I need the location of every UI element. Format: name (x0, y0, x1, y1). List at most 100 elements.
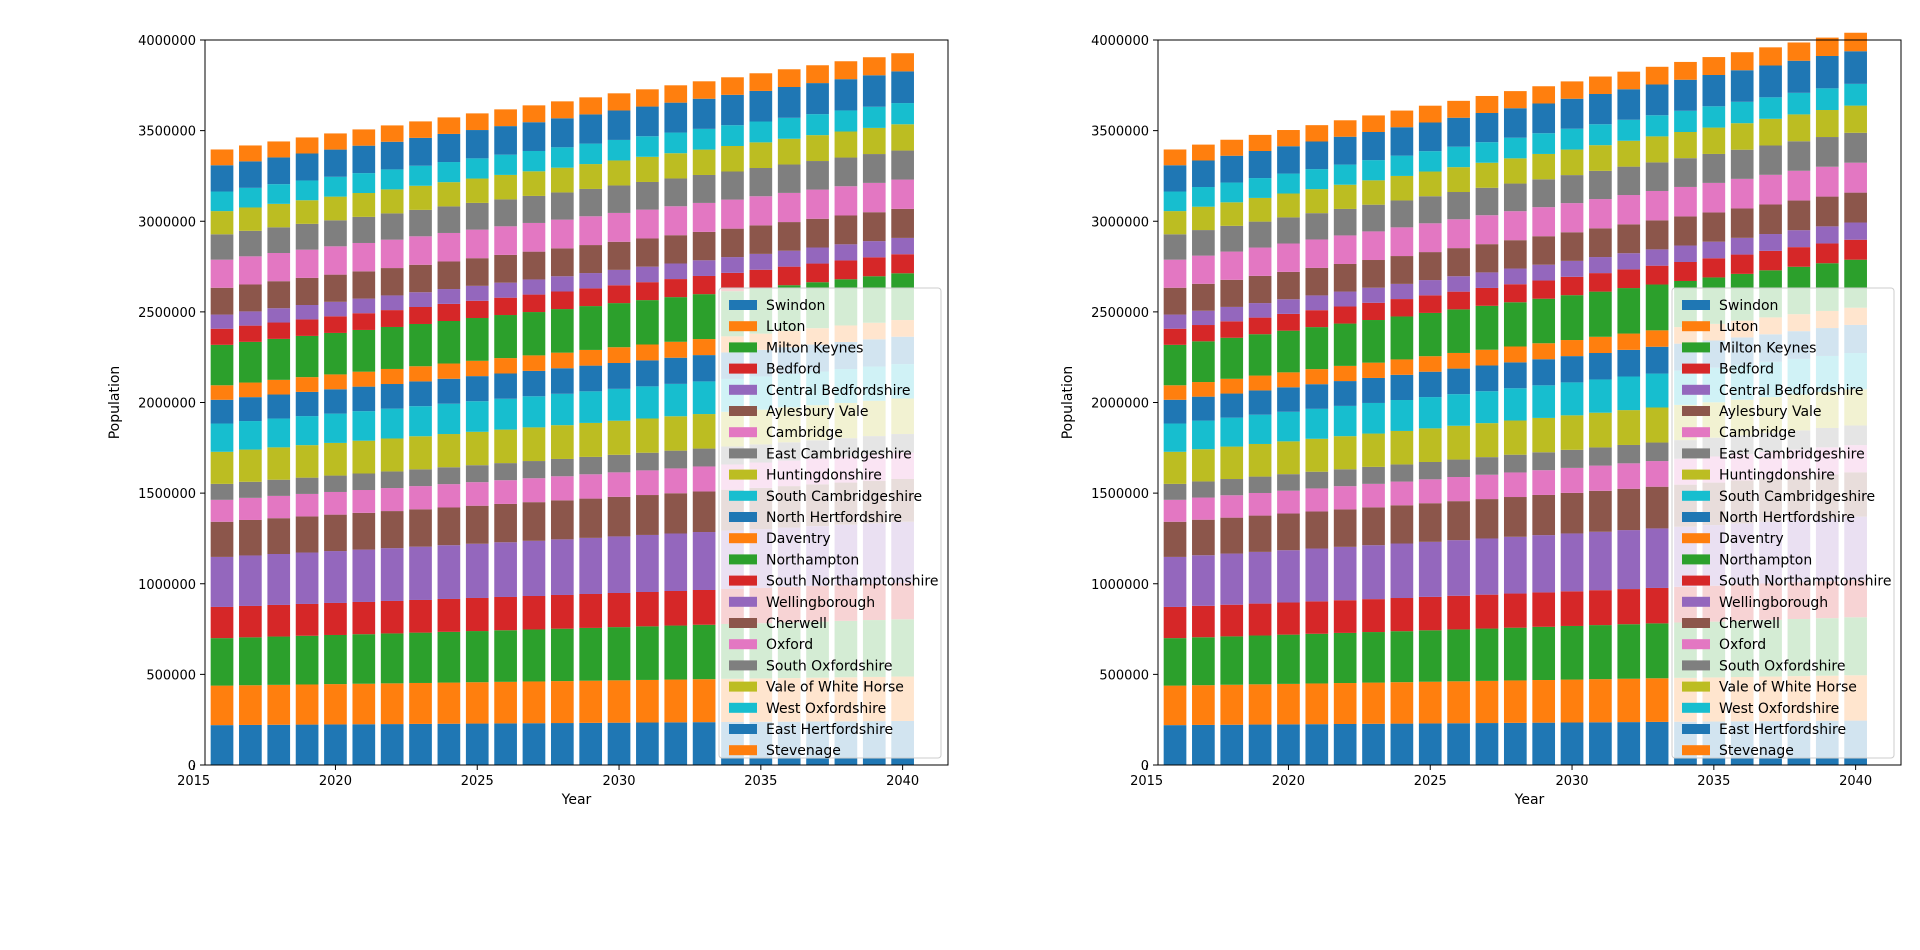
bar-segment (1220, 417, 1244, 447)
bar-segment (1617, 678, 1641, 723)
bar-segment (550, 101, 574, 119)
bar-segment (1532, 103, 1556, 134)
bar-segment (550, 458, 574, 477)
bar-segment (494, 630, 517, 682)
bar-segment (1844, 222, 1867, 240)
bar-segment (1333, 546, 1357, 601)
bar-segment (409, 486, 432, 510)
bar-segment (1390, 359, 1414, 375)
bar-segment (267, 281, 291, 309)
bar-segment (1503, 593, 1527, 628)
bar-segment (437, 434, 461, 468)
bar-segment (1220, 378, 1244, 394)
y-tick-label: 4000000 (1091, 34, 1149, 49)
bar-segment (1390, 155, 1414, 176)
bar-segment (1192, 206, 1215, 231)
bar-segment (380, 310, 404, 327)
bar-segment (522, 105, 546, 123)
legend-swatch (729, 469, 757, 480)
bar-segment (749, 121, 773, 143)
bar-segment (1390, 481, 1414, 506)
bar-segment (806, 247, 829, 264)
bar-segment (636, 626, 659, 680)
bar-segment (1759, 47, 1782, 66)
bar-segment (862, 257, 886, 277)
legend-box (718, 287, 942, 759)
x-tick-label: 2035 (744, 774, 777, 789)
bar-segment (352, 193, 376, 217)
legend-swatch (1682, 427, 1710, 438)
bar-segment (409, 599, 432, 633)
bar-segment (1305, 633, 1329, 684)
bar-segment (409, 381, 432, 407)
bar-segment (692, 624, 716, 680)
bar-segment (692, 339, 716, 356)
y-tick-label: 500000 (146, 668, 196, 683)
bar-segment (1163, 483, 1187, 500)
legend-label: Central Bedfordshire (1719, 383, 1864, 399)
bar-segment (437, 117, 461, 134)
x-tick-label: 2035 (1697, 774, 1730, 789)
bar-segment (1475, 244, 1499, 273)
series-south-northamptonshire (1163, 239, 1867, 345)
bar-segment (834, 186, 858, 216)
bar-segment (550, 352, 574, 369)
bar-segment (607, 212, 631, 242)
bar-segment (352, 724, 376, 765)
bar-segment (664, 341, 688, 358)
legend-swatch (1682, 384, 1710, 395)
bar-segment (749, 142, 773, 169)
bar-segment (1277, 299, 1300, 314)
legend-swatch (729, 660, 757, 671)
bar-segment (692, 81, 716, 99)
bar-segment (1617, 589, 1641, 625)
bar-segment (324, 176, 347, 197)
bar-segment (1305, 488, 1329, 512)
bar-segment (1248, 134, 1272, 151)
bar-segment (352, 298, 376, 314)
bar-segment (834, 79, 858, 111)
bar-segment (636, 679, 659, 723)
legend-label: East Cambridgeshire (1719, 446, 1865, 462)
bar-segment (1447, 501, 1470, 541)
bar-segment (409, 121, 432, 138)
bar-segment (1759, 65, 1782, 98)
bar-segment (267, 394, 291, 419)
bar-segment (1503, 497, 1527, 537)
bar-segment (550, 681, 574, 724)
bar-segment (324, 332, 347, 375)
bar-segment (1192, 187, 1215, 207)
bar-segment (1418, 503, 1442, 542)
bar-segment (1503, 362, 1527, 389)
bar-segment (1617, 530, 1641, 590)
bar-segment (1532, 535, 1556, 593)
bar-segment (777, 87, 801, 118)
bar-segment (522, 629, 546, 682)
legend-swatch (729, 745, 757, 756)
y-tick-label: 1500000 (1091, 487, 1149, 502)
bar-segment (1617, 119, 1641, 141)
legend-entry: South Oxfordshire (729, 658, 892, 674)
bar-segment (1220, 446, 1244, 480)
bar-segment (1475, 594, 1499, 629)
bar-segment (1192, 724, 1215, 765)
bar-segment (267, 322, 291, 339)
bar-segment (1532, 207, 1556, 237)
bar-segment (1362, 433, 1385, 467)
bar-segment (1277, 490, 1300, 514)
bar-segment (692, 448, 716, 467)
bar-segment (1759, 118, 1782, 146)
bar-segment (1645, 84, 1669, 116)
bar-segment (579, 114, 603, 144)
bar-segment (607, 722, 631, 765)
bar-segment (1730, 101, 1754, 124)
bar-segment (664, 206, 688, 236)
bar-segment (437, 403, 461, 435)
legend-entry: Luton (729, 319, 805, 335)
bar-segment (380, 511, 404, 549)
bar-segment (1617, 166, 1641, 196)
bar-segment (494, 254, 517, 283)
bar-segment (465, 158, 489, 179)
bar-segment (1277, 271, 1300, 300)
bar-segment (1674, 216, 1697, 246)
